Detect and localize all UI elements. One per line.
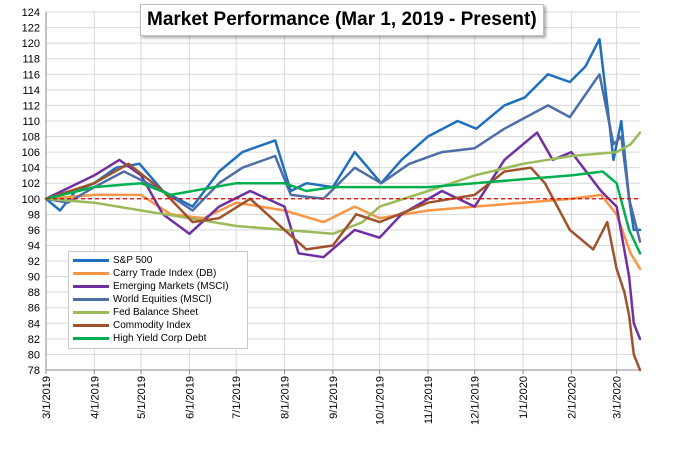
- legend-item: Carry Trade Index (DB): [73, 267, 243, 280]
- x-tick-label: 9/1/2019: [328, 376, 340, 419]
- legend: S&P 500 Carry Trade Index (DB) Emerging Ma…: [68, 251, 248, 349]
- y-tick-label: 118: [22, 54, 40, 66]
- legend-swatch: [73, 337, 109, 340]
- y-tick-label: 96: [28, 225, 40, 237]
- series-line-6: [44, 170, 642, 255]
- y-tick-label: 114: [22, 85, 40, 97]
- x-tick-label: 12/1/2019: [470, 376, 482, 425]
- legend-label: World Equities (MSCI): [113, 294, 212, 305]
- x-tick-label: 5/1/2019: [136, 376, 148, 419]
- y-tick-label: 122: [22, 23, 40, 35]
- legend-label: High Yield Corp Debt: [113, 333, 207, 344]
- series-line-3: [44, 73, 642, 243]
- y-tick-label: 92: [28, 256, 40, 268]
- legend-item: Fed Balance Sheet: [73, 306, 243, 319]
- legend-label: Commodity Index: [113, 320, 191, 331]
- legend-label: Emerging Markets (MSCI): [113, 281, 229, 292]
- y-tick-label: 88: [28, 287, 40, 299]
- x-tick-label: 7/1/2019: [231, 376, 243, 419]
- legend-swatch: [73, 311, 109, 314]
- x-tick-label: 3/1/2019: [41, 376, 53, 419]
- y-tick-label: 120: [22, 38, 40, 50]
- y-tick-label: 94: [28, 240, 40, 252]
- x-tick-label: 10/1/2019: [375, 376, 387, 425]
- y-tick-label: 82: [28, 334, 40, 346]
- legend-label: Carry Trade Index (DB): [113, 268, 217, 279]
- legend-item: Commodity Index: [73, 319, 243, 332]
- legend-item: Emerging Markets (MSCI): [73, 280, 243, 293]
- x-tick-label: 6/1/2019: [184, 376, 196, 419]
- legend-swatch: [73, 285, 109, 288]
- y-tick-label: 84: [28, 318, 40, 330]
- y-tick-label: 112: [22, 100, 40, 112]
- x-tick-label: 11/1/2019: [423, 376, 435, 424]
- legend-item: S&P 500: [73, 254, 243, 267]
- legend-swatch: [73, 272, 109, 275]
- y-tick-label: 124: [22, 7, 40, 19]
- y-tick-label: 108: [22, 132, 40, 144]
- x-tick-label: 8/1/2019: [280, 376, 292, 419]
- x-tick-label: 3/1/2020: [612, 376, 624, 419]
- y-tick-label: 80: [28, 349, 40, 361]
- y-tick-label: 90: [28, 272, 40, 284]
- y-tick-label: 116: [22, 69, 40, 81]
- legend-swatch: [73, 259, 109, 262]
- y-tick-label: 98: [28, 209, 40, 221]
- y-tick-label: 102: [22, 178, 40, 190]
- x-tick-label: 4/1/2019: [89, 376, 101, 419]
- legend-label: Fed Balance Sheet: [113, 307, 199, 318]
- y-tick-label: 100: [22, 194, 40, 206]
- series-line-0: [44, 37, 642, 232]
- legend-item: High Yield Corp Debt: [73, 332, 243, 345]
- y-tick-label: 104: [22, 163, 40, 175]
- legend-item: World Equities (MSCI): [73, 293, 243, 306]
- series-line-1: [44, 193, 642, 271]
- legend-label: S&P 500: [113, 255, 153, 266]
- series-line-4: [44, 131, 642, 236]
- y-tick-label: 78: [28, 365, 40, 377]
- x-tick-label: 1/1/2020: [518, 376, 530, 419]
- y-tick-label: 106: [22, 147, 40, 159]
- y-tick-label: 86: [28, 303, 40, 315]
- y-tick-label: 110: [22, 116, 40, 128]
- x-tick-label: 2/1/2020: [566, 376, 578, 419]
- chart-title: Market Performance (Mar 1, 2019 - Presen…: [140, 4, 544, 36]
- series-line-5: [44, 162, 642, 372]
- legend-swatch: [73, 324, 109, 327]
- legend-swatch: [73, 298, 109, 301]
